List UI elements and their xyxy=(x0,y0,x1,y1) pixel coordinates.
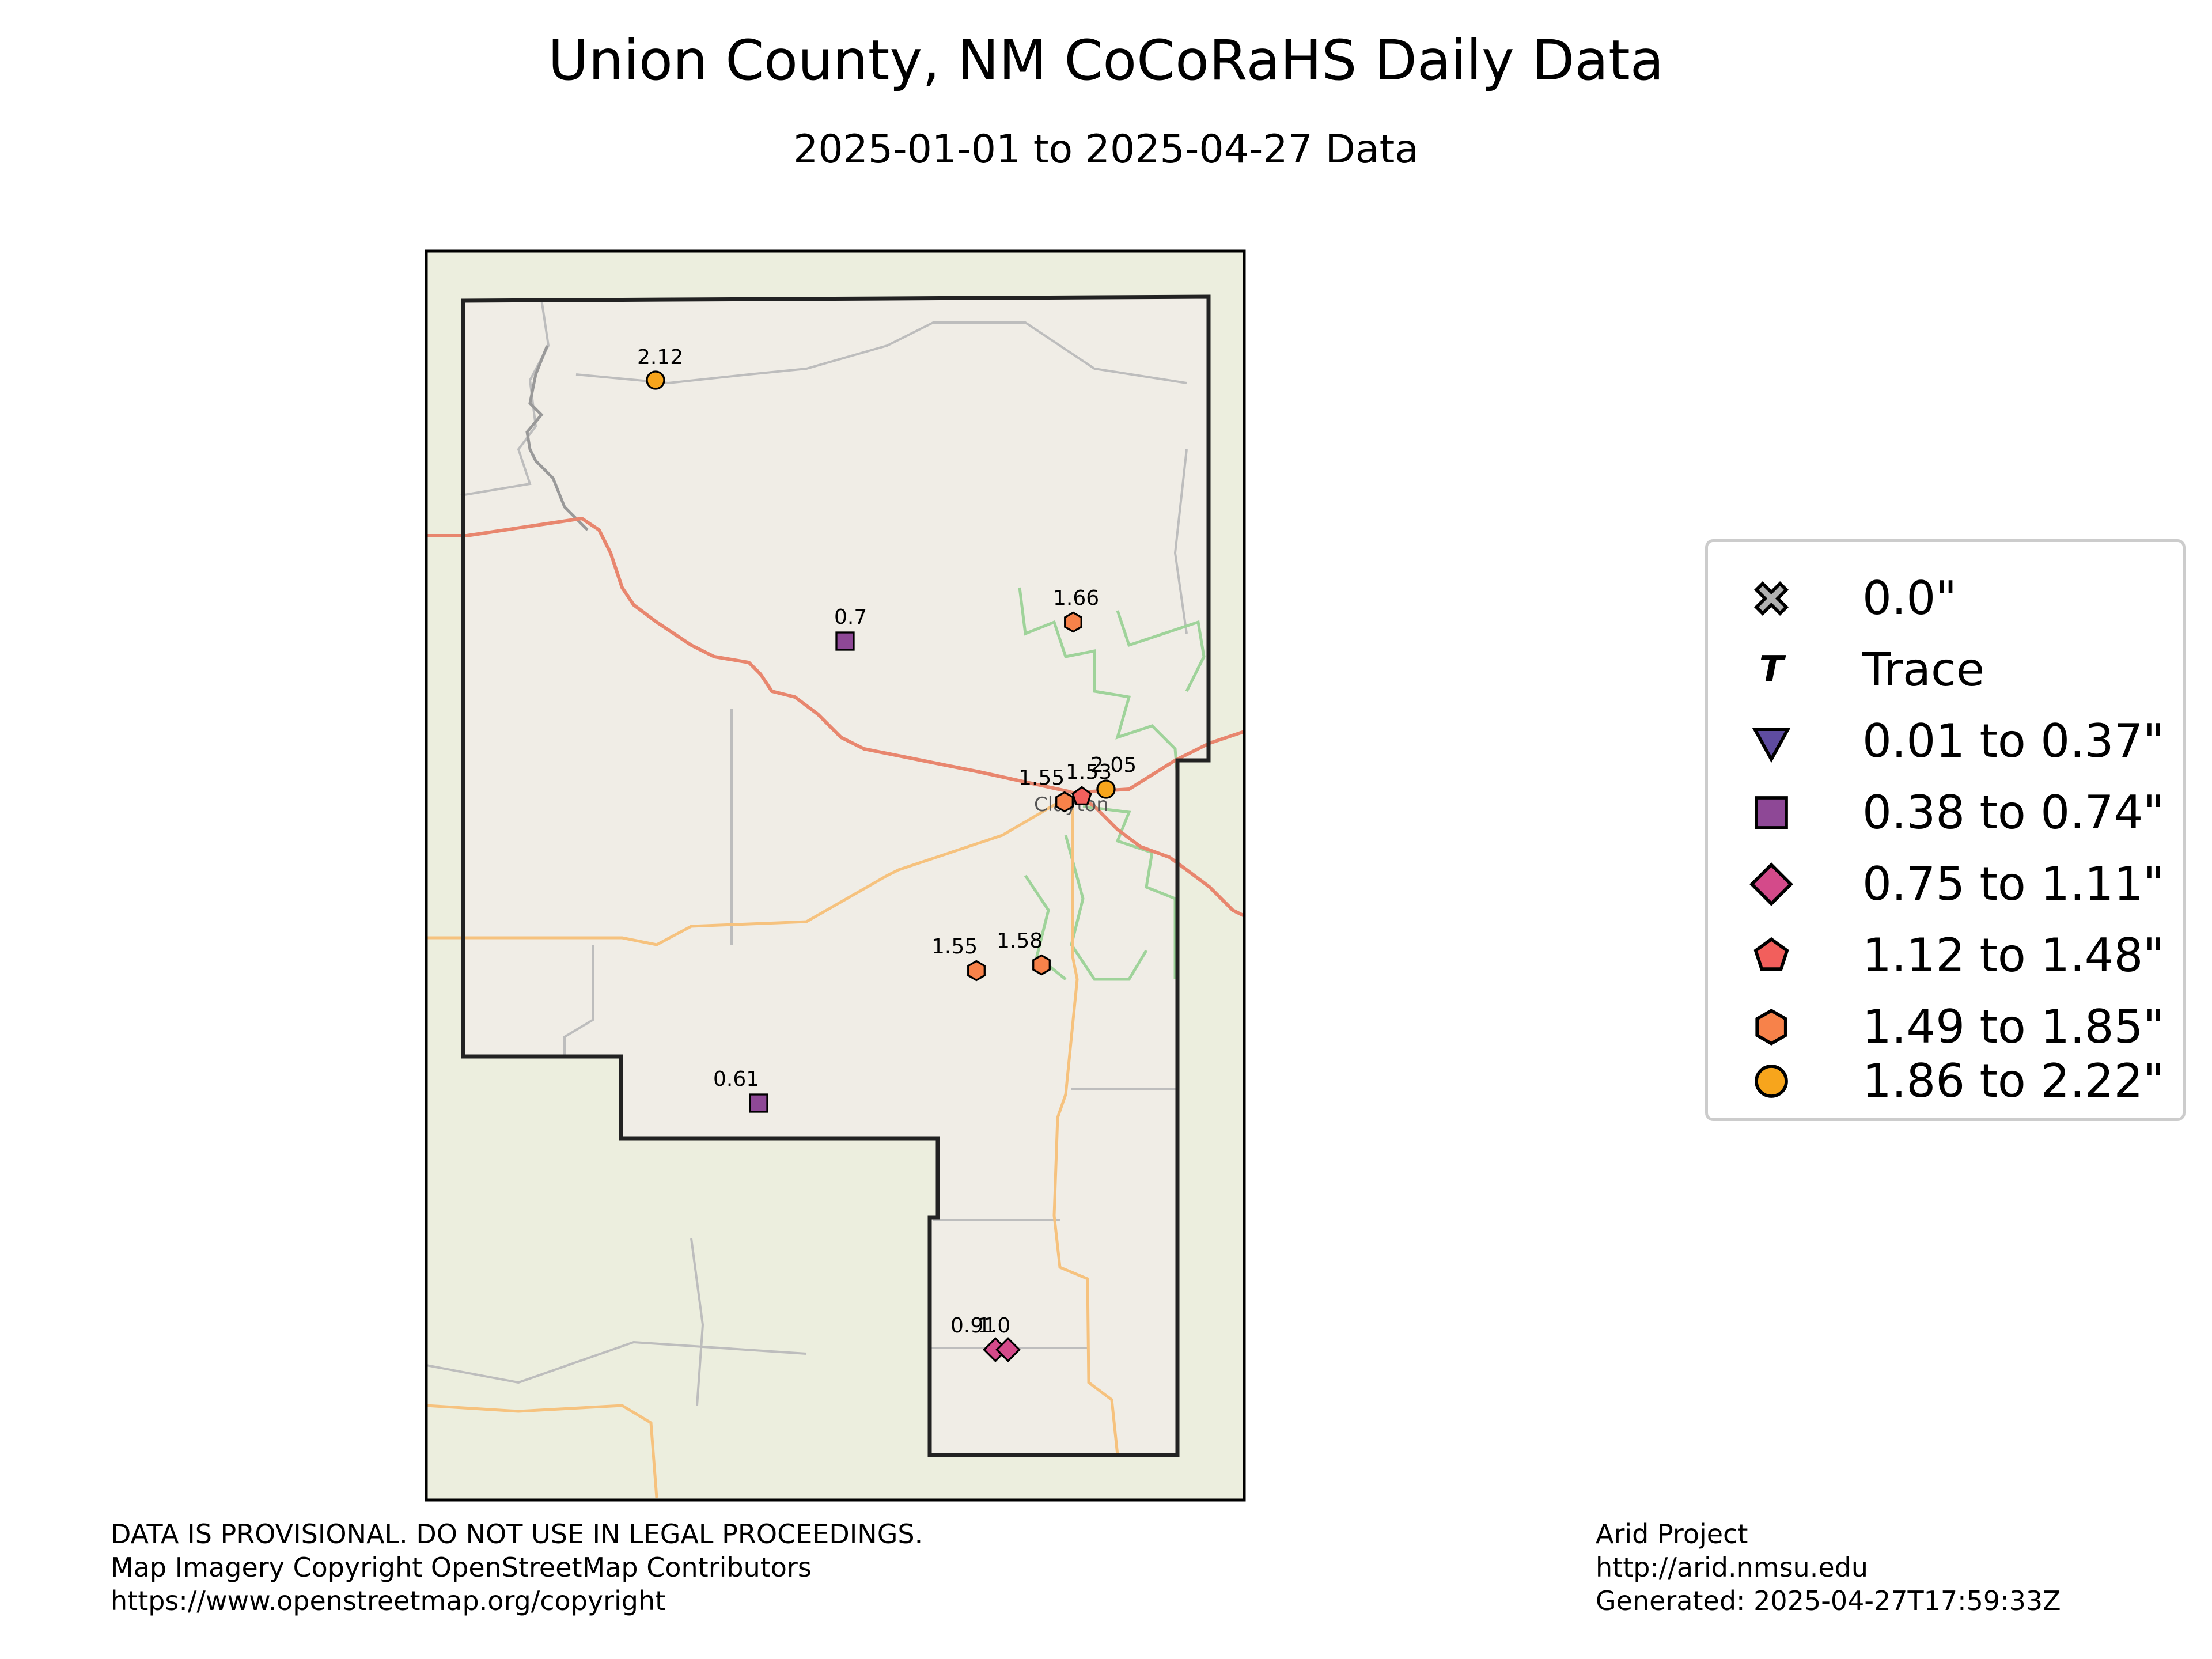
footer-line: Arid Project xyxy=(1596,1518,1748,1550)
legend-label: 0.0" xyxy=(1862,571,1957,625)
legend-item-range-2: 0.38 to 0.74" xyxy=(1708,777,2180,849)
minor-road xyxy=(1173,449,1188,634)
hexagon-icon xyxy=(1064,611,1082,633)
station-value-label: 1.53 xyxy=(1066,760,1112,784)
legend-label: 1.12 to 1.48" xyxy=(1862,929,2165,982)
station-value-label: 2.05 xyxy=(1090,753,1137,777)
park-outline xyxy=(1064,835,1148,981)
legend-label: 1.86 to 2.22" xyxy=(1862,1054,2165,1108)
footer-line: DATA IS PROVISIONAL. DO NOT USE IN LEGAL… xyxy=(111,1518,923,1550)
county-outline xyxy=(461,294,1211,1457)
minor-road xyxy=(690,1238,704,1406)
park-outline xyxy=(1018,587,1179,778)
highway xyxy=(426,793,1073,946)
legend-item-trace: T Trace xyxy=(1708,634,2180,706)
minor-road xyxy=(426,1340,807,1384)
footer-line: Map Imagery Copyright OpenStreetMap Cont… xyxy=(111,1552,812,1583)
x-icon xyxy=(1753,581,1789,616)
station-markers: 2.120.71.662.051.531.551.55 1.580.610.911… xyxy=(637,346,1137,1362)
square-icon xyxy=(1755,796,1788,830)
minor-road xyxy=(575,321,1187,385)
hexagon-icon xyxy=(1055,791,1074,813)
station-value-label: 0.7 xyxy=(834,605,867,629)
legend-item-zero: 0.0" xyxy=(1708,563,2180,634)
station-marker[interactable] xyxy=(646,370,665,390)
station-value-label: 1.55 xyxy=(1018,766,1065,790)
station-value-label: 0.61 xyxy=(713,1067,759,1091)
station-marker[interactable] xyxy=(1032,954,1051,976)
legend-item-range-3: 0.75 to 1.11" xyxy=(1708,849,2180,920)
station-value-label: 0.91 xyxy=(950,1314,997,1338)
station-marker[interactable] xyxy=(749,1093,768,1113)
minor-road xyxy=(460,299,550,497)
river xyxy=(525,345,589,531)
diamond-icon xyxy=(1749,862,1793,906)
map-subtitle: 2025-01-01 to 2025-04-27 Data xyxy=(793,127,1419,172)
station-marker[interactable] xyxy=(1055,791,1074,813)
minor-roads xyxy=(426,299,1188,1406)
park-outline xyxy=(1024,874,1067,980)
legend-label: 0.38 to 0.74" xyxy=(1862,786,2165,839)
station-marker[interactable] xyxy=(835,631,855,651)
hexagon-icon xyxy=(1032,954,1051,976)
square-icon xyxy=(835,631,855,651)
legend-label: 0.75 to 1.11" xyxy=(1862,857,2165,911)
station-value-label: 1.0 xyxy=(978,1314,1010,1338)
footer-link[interactable]: http://arid.nmsu.edu xyxy=(1596,1552,1868,1583)
hexagon-icon xyxy=(967,960,986,982)
diamond-icon xyxy=(995,1337,1021,1362)
legend-label: 1.49 to 1.85" xyxy=(1862,1000,2165,1054)
circle-icon xyxy=(1755,1065,1788,1098)
legend: 0.0" T Trace 0.01 to 0.37" 0.38 to 0.74"… xyxy=(1705,539,2186,1121)
circle-icon xyxy=(1096,779,1116,799)
station-marker[interactable] xyxy=(1071,786,1092,805)
hexagon-icon xyxy=(1755,1009,1787,1046)
legend-item-range-5: 1.49 to 1.85" xyxy=(1708,991,2180,1063)
legend-item-range-6: 1.86 to 2.22" xyxy=(1708,1046,2180,1117)
footer-disclaimer: DATA IS PROVISIONAL. DO NOT USE IN LEGAL… xyxy=(111,1517,923,1618)
station-marker[interactable] xyxy=(1096,779,1116,799)
map-title: Union County, NM CoCoRaHS Daily Data xyxy=(548,28,1664,93)
footer-link[interactable]: https://www.openstreetmap.org/copyright xyxy=(111,1585,666,1616)
circle-icon xyxy=(646,370,665,390)
legend-label: Trace xyxy=(1862,643,1985,696)
legend-label: 0.01 to 0.37" xyxy=(1862,714,2165,768)
station-value-label: 1.58 xyxy=(997,929,1043,953)
trace-t-icon: T xyxy=(1759,648,1786,690)
highway xyxy=(1052,801,1119,1456)
highway xyxy=(1070,790,1245,918)
legend-item-range-4: 1.12 to 1.48" xyxy=(1708,920,2180,991)
footer-line: Generated: 2025-04-27T17:59:33Z xyxy=(1596,1585,2061,1616)
map-frame xyxy=(425,249,1246,1502)
triangle-down-icon xyxy=(1752,728,1791,763)
highway xyxy=(426,1404,658,1498)
pentagon-icon xyxy=(1753,937,1789,971)
svg-text:T: T xyxy=(1759,648,1786,690)
station-marker[interactable] xyxy=(967,960,986,982)
secondary-highways xyxy=(426,793,1119,1498)
footer-credits: Arid Project http://arid.nmsu.edu Generate… xyxy=(1596,1517,2061,1618)
station-value-label: 2.12 xyxy=(637,346,683,369)
square-icon xyxy=(749,1093,768,1113)
station-marker[interactable] xyxy=(1064,611,1082,633)
station-value-label: 1.66 xyxy=(1053,586,1099,610)
park-outline xyxy=(1116,610,1206,692)
highway xyxy=(426,516,1072,794)
station-value-label: 1.55 xyxy=(931,935,978,959)
pentagon-icon xyxy=(1071,786,1092,805)
minor-road xyxy=(563,945,594,1056)
station-marker[interactable] xyxy=(995,1337,1021,1362)
legend-item-range-1: 0.01 to 0.37" xyxy=(1708,706,2180,777)
county-area xyxy=(463,297,1209,1455)
basemap: Clayton xyxy=(425,249,1246,1502)
